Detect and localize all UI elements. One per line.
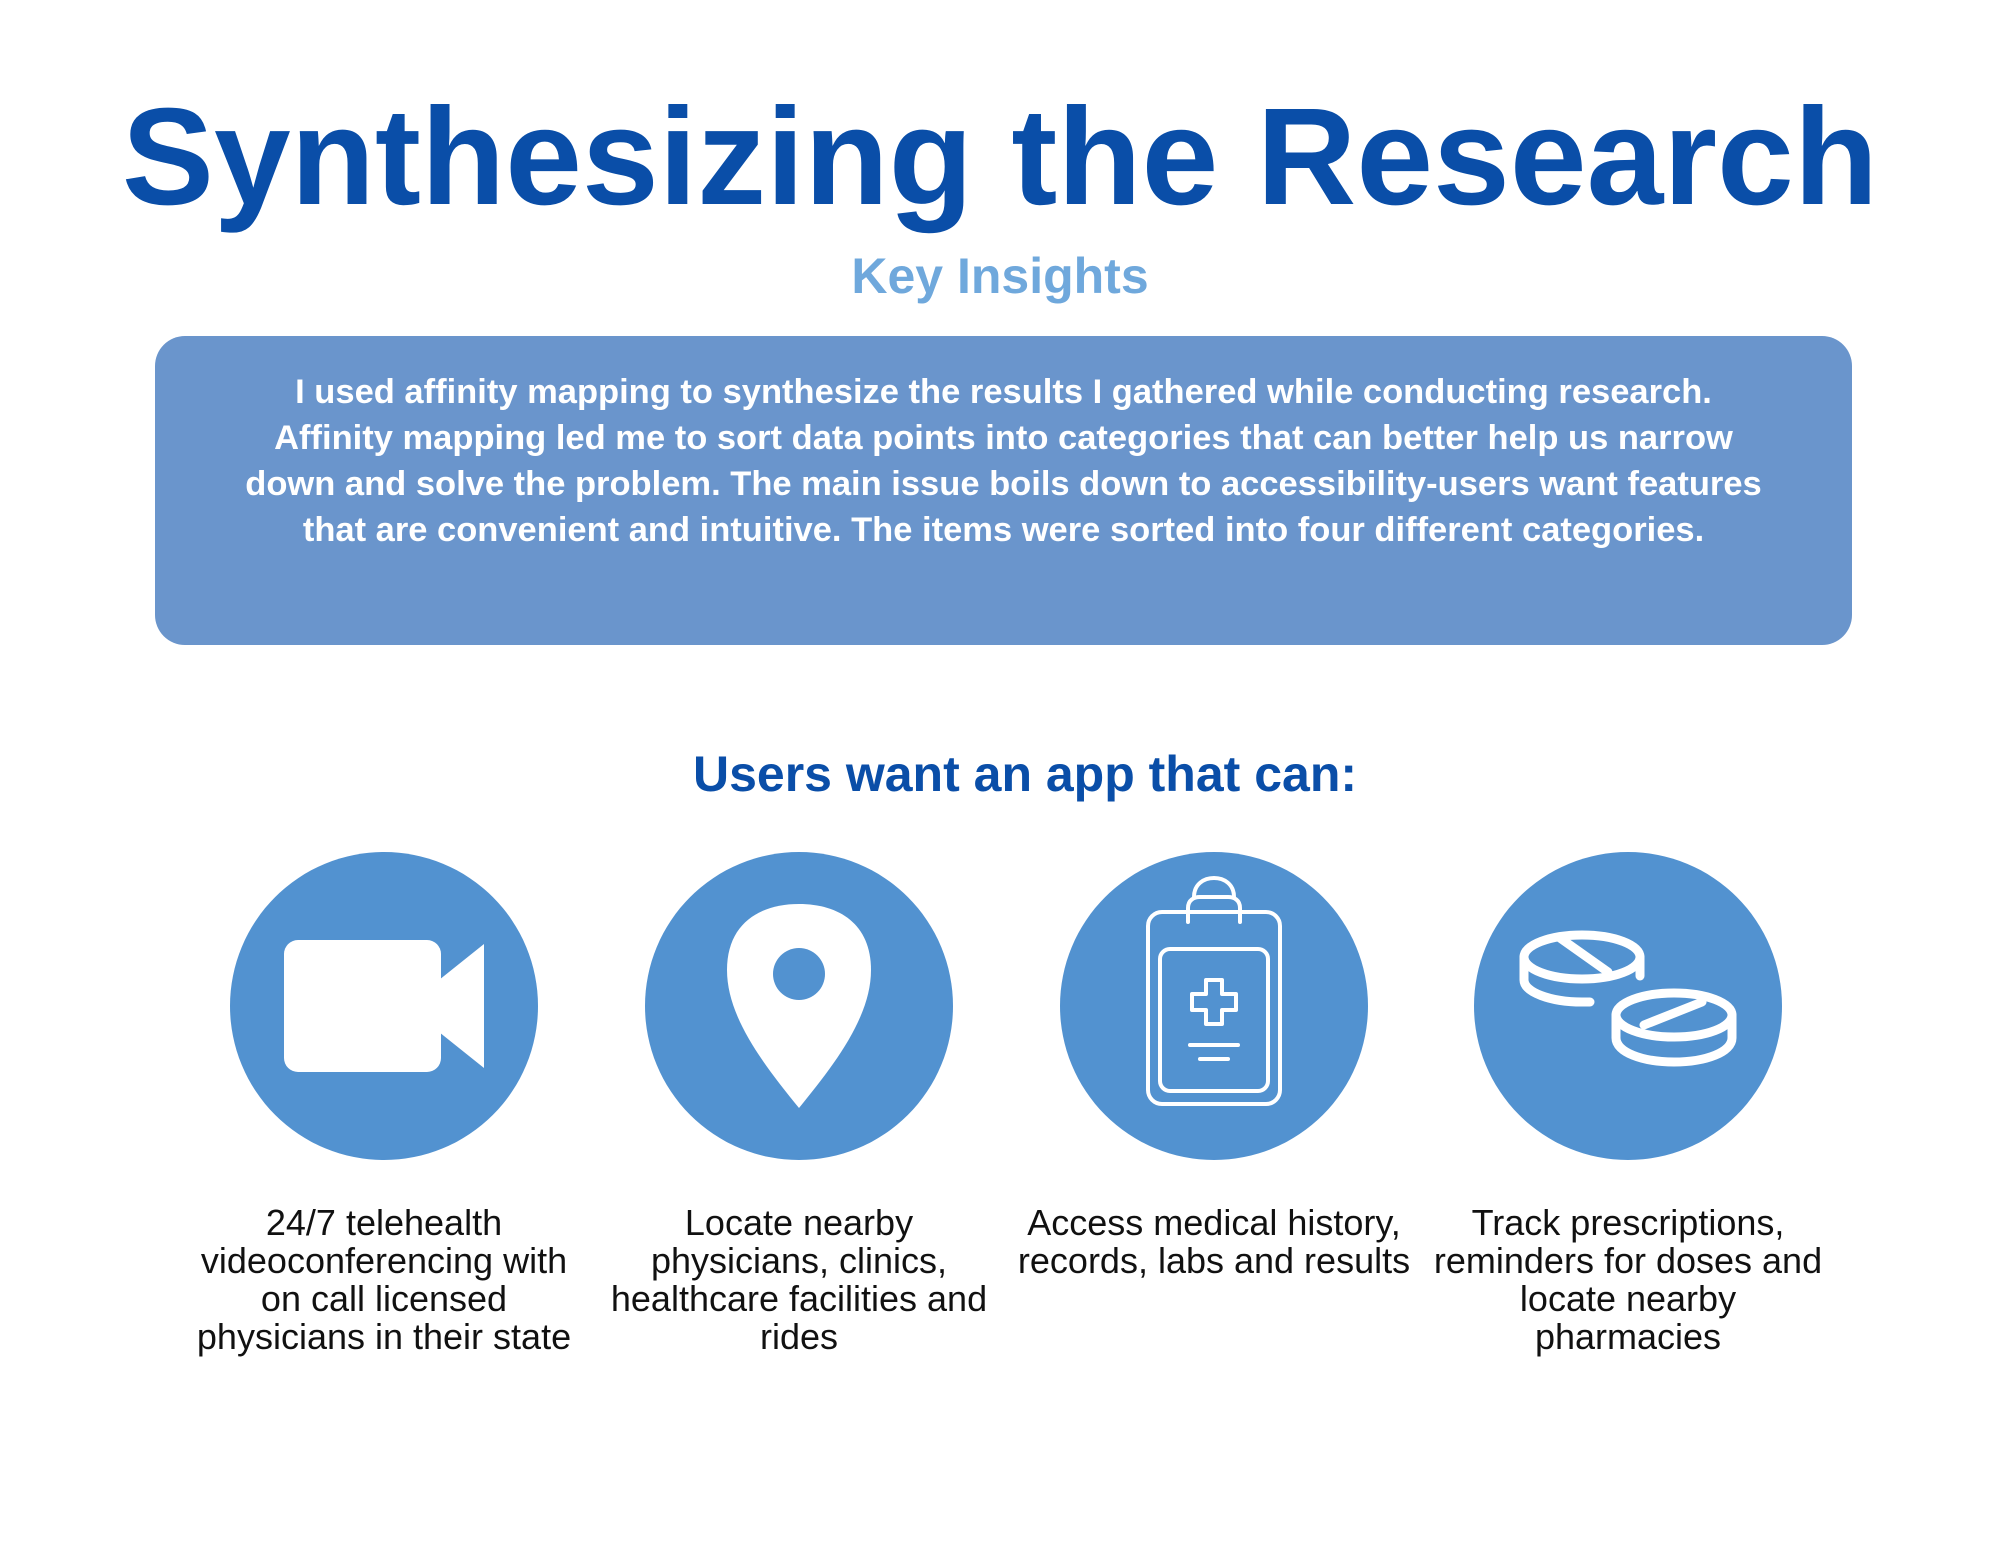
pills-icon bbox=[1474, 852, 1782, 1160]
medical-clipboard-icon bbox=[1060, 852, 1368, 1160]
feature-label: Locate nearby physicians, clinics, healt… bbox=[610, 1202, 988, 1357]
summary-text: I used affinity mapping to synthesize th… bbox=[245, 373, 1762, 549]
feature-label: Access medical history, records, labs an… bbox=[1017, 1202, 1411, 1281]
video-camera-icon bbox=[230, 852, 538, 1160]
location-pin-icon bbox=[645, 852, 953, 1160]
features-heading: Users want an app that can: bbox=[692, 746, 1358, 802]
page-subtitle: Key Insights bbox=[851, 248, 1149, 304]
summary-box bbox=[155, 336, 1852, 645]
feature-label: 24/7 telehealth videoconferencing with o… bbox=[196, 1202, 572, 1357]
page-title: Synthesizing the Research bbox=[121, 80, 1879, 234]
feature-label: Track prescriptions, reminders for doses… bbox=[1433, 1202, 1823, 1357]
